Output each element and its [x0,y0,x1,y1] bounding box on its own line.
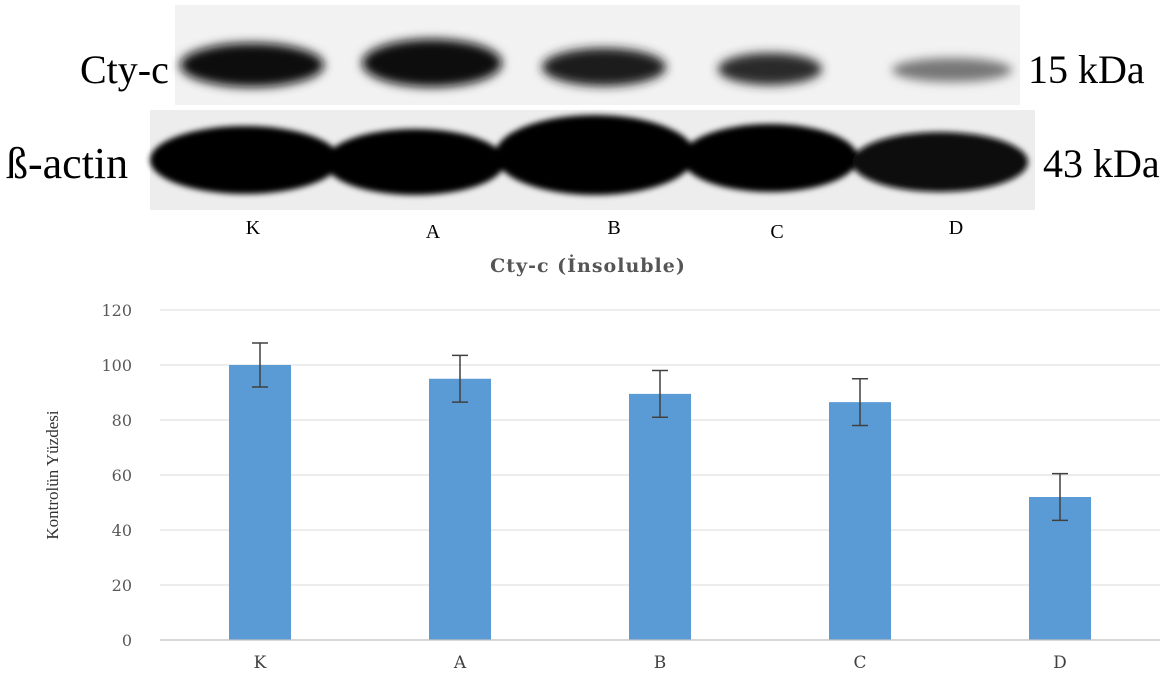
chart-title: Cty-c (İnsoluble) [490,255,686,277]
x-tick-label: K [254,653,267,673]
y-axis-label: Kontrolün Yüzdesi [43,410,62,539]
x-tick-label: D [1053,653,1067,673]
beta-actin-band-d [852,132,1028,192]
lane-label-a: A [425,221,441,243]
cty-c-band-a [362,39,502,87]
x-tick-label: A [453,653,467,673]
lane-label-k: K [245,217,261,239]
x-tick-label: C [853,653,866,673]
cty-c-row-label: Cty-c [80,47,169,92]
y-tick-label: 120 [101,301,132,320]
beta-actin-size-label: 43 kDa [1043,141,1160,186]
x-tick-label: B [654,653,667,673]
beta-actin-band-c [682,124,858,192]
cty-c-band-k [180,43,324,87]
y-tick-label: 0 [122,631,132,650]
beta-actin-band-a [325,129,505,195]
cty-c-band-c [718,53,822,85]
y-tick-label: 100 [101,356,132,375]
bar [629,393,691,640]
lane-label-b: B [607,217,621,239]
cty-c-size-label: 15 kDa [1028,47,1145,92]
western-blot-image [150,5,1035,210]
beta-actin-band-k [150,126,340,194]
lane-label-d: D [948,217,964,239]
cty-c-band-d [892,58,1012,82]
bar-chart: 0 20 40 60 80 100 120 Kontrolün Yüzdesi K A B C D [43,301,1160,673]
y-tick-label: 60 [112,466,132,485]
beta-actin-band-b [495,115,695,195]
bar [829,402,891,640]
cty-c-band-b [542,48,666,86]
y-tick-label: 80 [112,411,132,430]
beta-actin-row-label: ß-actin [6,139,129,188]
y-tick-label: 40 [112,521,132,540]
y-tick-label: 20 [112,576,132,595]
bar [229,365,291,640]
lane-label-c: C [770,221,784,243]
bar [429,378,491,640]
